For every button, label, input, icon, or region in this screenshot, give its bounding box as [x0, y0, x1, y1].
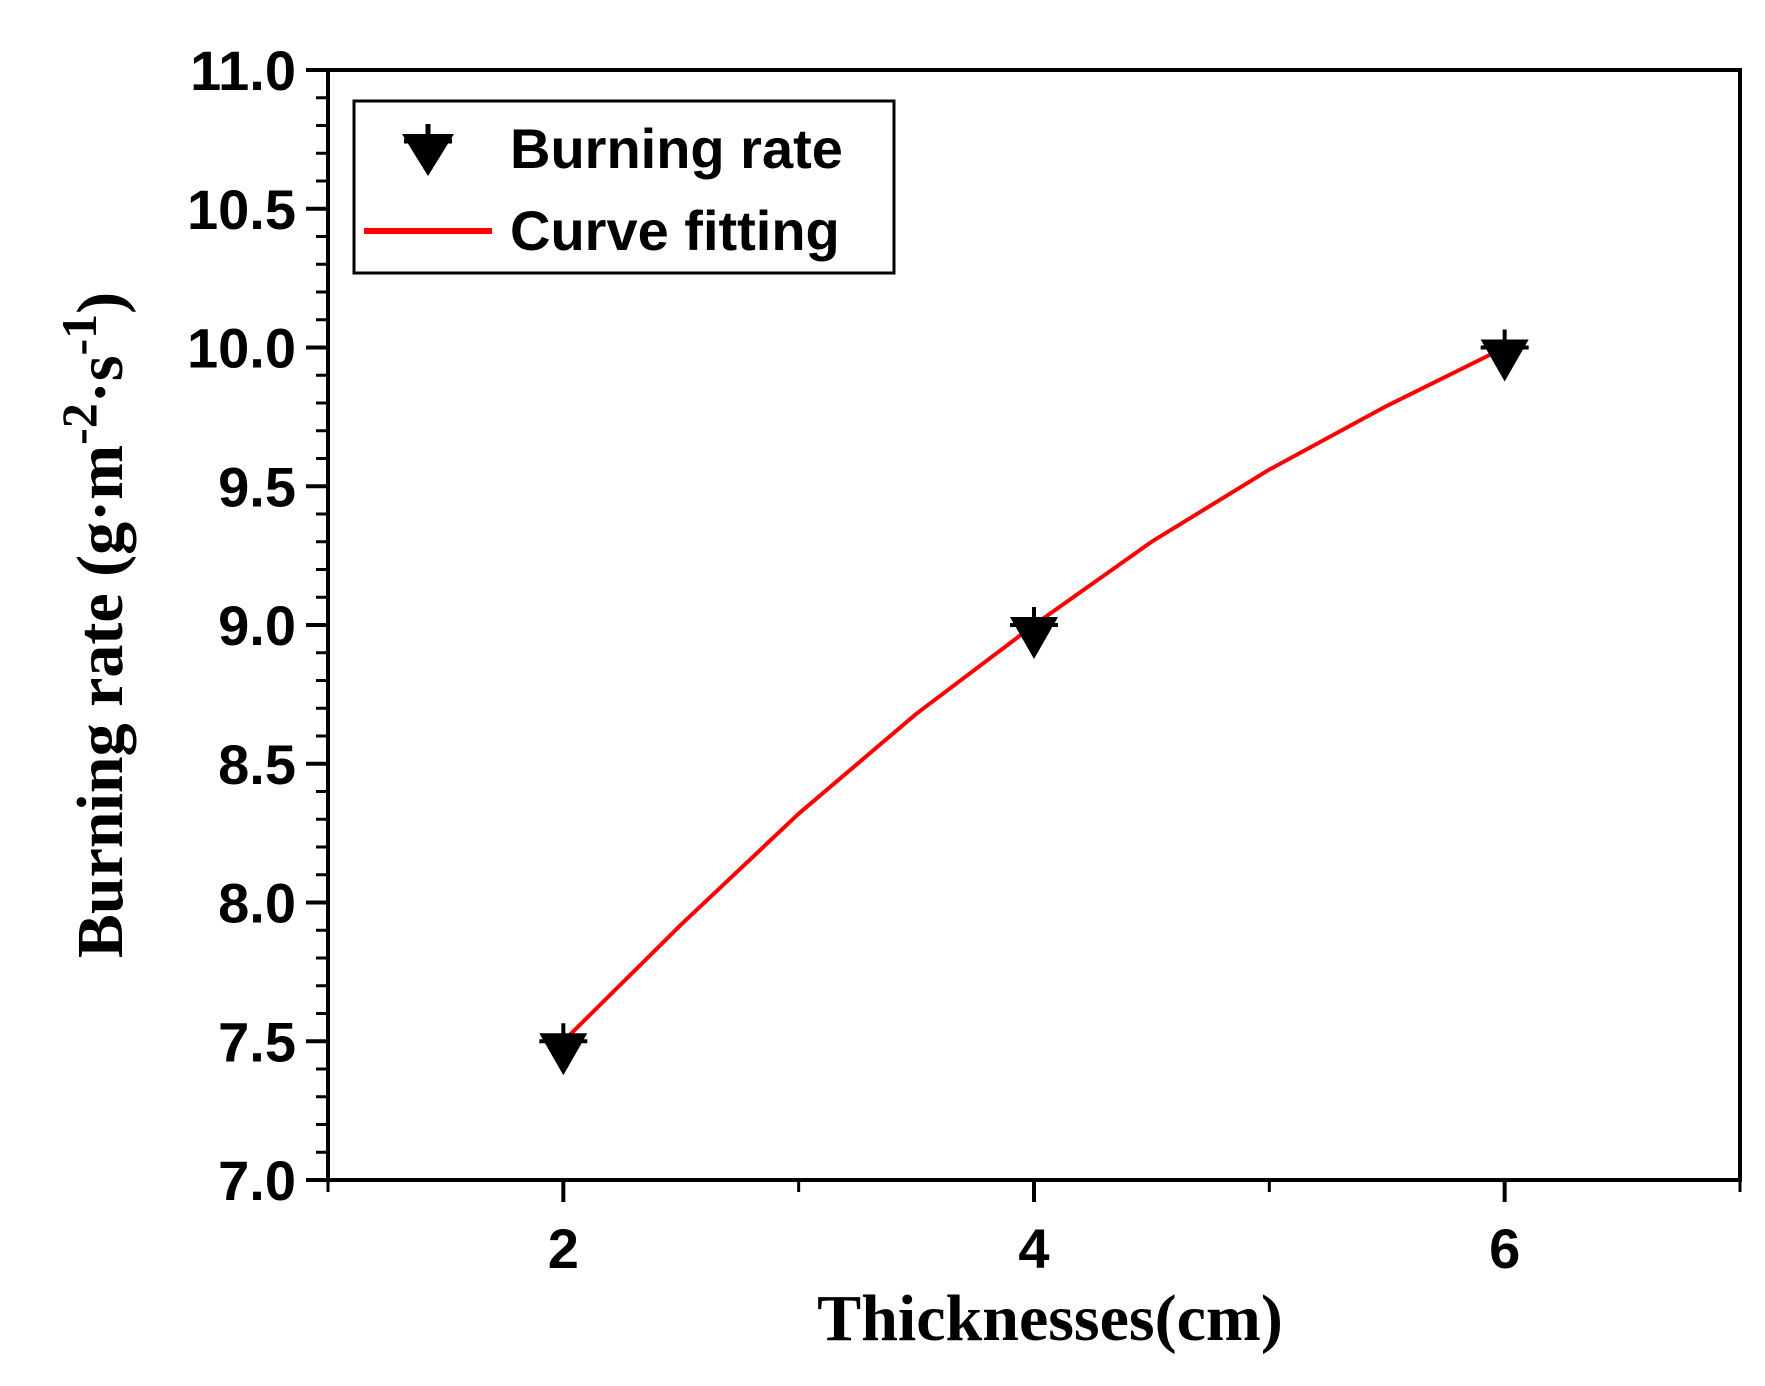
y-tick-label: 8.5 [218, 733, 296, 796]
x-tick-label: 4 [1018, 1217, 1049, 1280]
x-axis-title: Thicknesses(cm) [817, 1282, 1283, 1355]
y-axis-title-mid: ·s [64, 355, 137, 403]
y-tick-label: 7.5 [218, 1010, 296, 1073]
legend-box [352, 99, 896, 275]
y-axis-title-main: Burning rate (g·m [64, 445, 137, 958]
y-tick-label: 9.0 [218, 594, 296, 657]
x-axis-ticks: 2 4 6 [326, 1180, 1742, 1280]
y-tick-label: 10.0 [187, 317, 296, 380]
y-axis-title: Burning rate (g·m-2·s-1) [51, 292, 137, 958]
y-axis-ticks: 7.0 7.5 8.0 8.5 9.0 9.5 10.0 10.5 11.0 [187, 39, 328, 1212]
y-tick-label: 10.5 [187, 178, 296, 241]
legend-label-burning-rate: Burning rate [510, 117, 843, 180]
y-axis-title-sup-s: -1 [51, 314, 107, 356]
data-point-burning-rate [1480, 329, 1529, 382]
legend-entry-burning-rate: Burning rate [402, 117, 843, 180]
series-layer [539, 329, 1529, 1076]
legend-label-curve-fitting: Curve fitting [510, 199, 840, 262]
y-tick-label: 7.0 [218, 1149, 296, 1212]
down-triangle-marker [539, 1033, 588, 1076]
legend-entry-curve-fitting: Curve fitting [364, 199, 840, 262]
y-tick-label: 9.5 [218, 455, 296, 518]
down-triangle-icon [402, 134, 454, 176]
down-triangle-marker [1010, 617, 1058, 659]
x-tick-label: 6 [1489, 1217, 1520, 1280]
down-triangle-marker [1480, 339, 1529, 382]
y-axis-title-sup-m: -2 [51, 403, 107, 445]
series-line-curve-fitting [561, 345, 1506, 1043]
y-tick-label: 8.0 [218, 872, 296, 935]
y-axis-title-end: ) [64, 292, 137, 314]
y-tick-label: 11.0 [190, 39, 296, 102]
x-tick-label: 2 [548, 1217, 579, 1280]
data-point-burning-rate [539, 1023, 588, 1076]
data-point-burning-rate [1010, 607, 1058, 659]
legend: Burning rate Curve fitting [352, 99, 896, 275]
